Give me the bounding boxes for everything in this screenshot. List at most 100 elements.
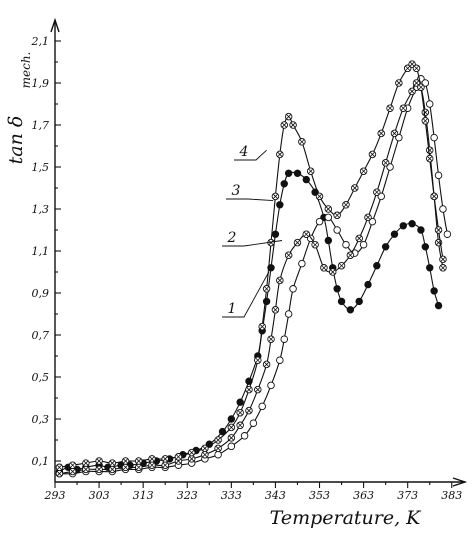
data-point-cross — [281, 122, 287, 128]
data-point — [399, 222, 407, 230]
curve-label-leader-3 — [226, 198, 274, 202]
data-point — [276, 356, 284, 364]
data-point — [373, 188, 381, 196]
data-point — [95, 465, 103, 474]
data-point-cross — [175, 454, 182, 460]
data-point-cross — [400, 105, 406, 111]
data-point-cross — [149, 456, 155, 462]
data-point — [395, 79, 403, 87]
data-point — [293, 238, 302, 247]
x-tick-label: 293 — [44, 489, 66, 502]
data-point-cross — [312, 242, 318, 248]
data-point — [289, 121, 297, 129]
data-point — [284, 251, 293, 259]
data-point-cross — [202, 445, 208, 451]
data-point-cross — [330, 269, 336, 275]
data-point — [227, 434, 236, 442]
data-point-cross — [387, 105, 393, 111]
data-point-cross — [303, 231, 309, 237]
data-point — [121, 463, 130, 472]
series-3 — [55, 79, 447, 478]
data-point — [333, 285, 341, 293]
data-point-cross — [109, 460, 115, 466]
data-point-cross — [338, 263, 345, 269]
data-point — [249, 419, 258, 427]
x-tick-label: 383 — [441, 489, 462, 502]
data-point-cross — [413, 80, 420, 86]
x-tick-label: 313 — [133, 489, 154, 502]
data-point — [359, 240, 368, 249]
data-point-cross — [277, 151, 283, 157]
data-point — [289, 285, 297, 293]
y-axis-label-subscript: mech. — [19, 52, 33, 89]
data-point-cross — [422, 118, 428, 124]
series-line-1 — [59, 171, 440, 472]
curve-label-leader-4 — [234, 149, 267, 161]
data-point-cross — [189, 450, 195, 456]
x-tick-label: 333 — [221, 489, 242, 502]
x-tick-label: 323 — [177, 489, 198, 502]
data-point — [408, 87, 416, 96]
data-point — [399, 104, 408, 112]
curve-label-2: 2 — [227, 230, 237, 246]
data-point — [82, 459, 90, 467]
data-point — [337, 297, 346, 306]
data-point-cross — [352, 185, 358, 191]
data-point — [302, 230, 311, 238]
data-point-cross — [83, 466, 89, 472]
data-point-cross — [440, 256, 446, 262]
data-point — [108, 465, 117, 474]
data-point — [421, 79, 430, 87]
data-point-cross — [286, 114, 292, 120]
y-tick-label: 0,7 — [32, 329, 50, 342]
data-point — [245, 385, 253, 394]
series-layer — [55, 60, 452, 478]
data-point — [245, 406, 253, 415]
x-tick-label: 363 — [353, 489, 374, 502]
data-point — [271, 230, 280, 238]
data-point — [425, 146, 434, 154]
data-point-cross — [325, 206, 331, 212]
data-point-cross — [96, 466, 102, 472]
data-point-cross — [189, 456, 195, 462]
data-point — [135, 457, 143, 465]
data-point — [337, 261, 346, 270]
x-tick-label: 353 — [309, 489, 330, 502]
data-point-cross — [56, 471, 63, 477]
data-point — [293, 169, 302, 177]
data-point-cross — [246, 387, 252, 393]
data-point — [258, 402, 266, 411]
y-tick-label: 1,7 — [32, 119, 50, 132]
data-point-cross — [215, 445, 221, 451]
axes: 293 303 313 323 333 343 353 363 373 383 0,1 0,3 0,5 0… — [31, 17, 468, 502]
data-point — [355, 297, 363, 306]
data-point — [377, 129, 385, 138]
data-point — [267, 381, 275, 390]
data-point-cross — [308, 168, 314, 174]
data-point — [434, 301, 443, 310]
data-point-cross — [96, 458, 102, 464]
data-point-cross — [109, 466, 115, 472]
data-point — [408, 219, 416, 228]
data-point — [315, 217, 324, 226]
data-point — [355, 234, 363, 243]
data-point — [161, 455, 169, 463]
series-line-2 — [59, 78, 448, 475]
x-tick-label: 303 — [89, 489, 110, 502]
data-point-cross — [316, 193, 323, 199]
data-point — [324, 213, 333, 222]
x-tick-label: 343 — [265, 489, 286, 502]
data-point — [148, 461, 156, 469]
y-tick-label: 1,1 — [32, 245, 50, 258]
data-point-cross — [56, 464, 63, 470]
data-point-cross — [136, 458, 142, 464]
data-point-cross — [409, 88, 415, 94]
data-point — [368, 150, 377, 159]
data-point — [390, 230, 399, 238]
data-point — [377, 192, 385, 201]
data-point — [324, 205, 333, 213]
data-point-cross — [427, 156, 433, 162]
data-point — [148, 455, 156, 463]
data-point-cross — [122, 464, 129, 470]
